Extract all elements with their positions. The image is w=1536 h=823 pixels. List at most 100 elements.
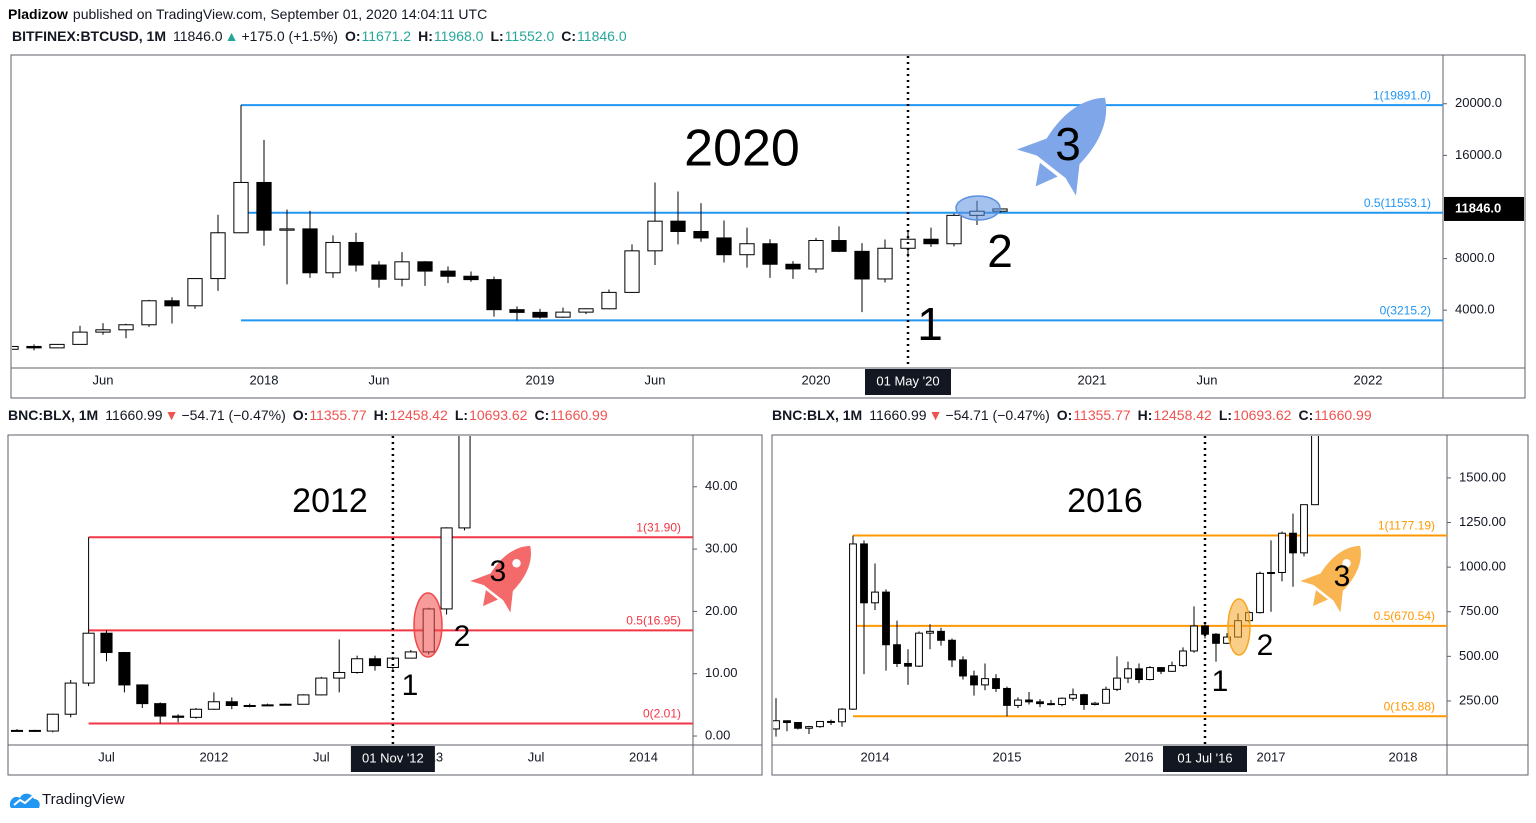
candle-body — [831, 240, 847, 252]
candle-body — [46, 713, 59, 732]
highlight — [413, 592, 443, 658]
rocket-icon — [1300, 545, 1361, 613]
rocket-fin — [502, 586, 514, 613]
candle-body — [981, 678, 989, 686]
candle-body — [315, 677, 328, 696]
crosshair-label-box — [865, 369, 951, 395]
candle-body — [871, 591, 879, 604]
candle-body — [893, 644, 901, 664]
candle-body — [261, 704, 274, 707]
candle-body — [1047, 703, 1055, 706]
ohlc-value: 10693.62 — [469, 407, 528, 423]
y-tick-label: 20000.0 — [1455, 95, 1502, 110]
candle-body — [1025, 699, 1033, 703]
crosshair-label: 01 May '20 — [876, 373, 939, 388]
candle-body — [647, 220, 663, 252]
candle-body — [100, 632, 113, 654]
fib-label: 0.5(11553.1) — [1364, 196, 1431, 210]
candle-body — [794, 722, 802, 729]
candle-body — [1036, 701, 1044, 705]
candle-body — [860, 543, 868, 604]
candle-body — [882, 591, 890, 646]
candle-body — [1311, 436, 1319, 506]
rocket-icon — [1016, 97, 1107, 196]
change-arrow: ▲ — [225, 28, 239, 44]
legend: BNC:BLX, 1M 11660.99 ▼ −54.71 (−0.47%) O:113… — [772, 407, 1372, 423]
ohlc-value: 12458.42 — [389, 407, 448, 423]
candle-body — [1014, 699, 1022, 706]
published: published on TradingView.com, September … — [73, 6, 487, 22]
ohlc-key: L: — [455, 407, 468, 423]
crosshair-label-box — [350, 746, 435, 772]
candle-body — [808, 240, 824, 270]
candle-body — [233, 181, 249, 234]
highlight — [955, 195, 1001, 221]
candle-body — [1069, 694, 1077, 699]
rocket-fin — [1063, 157, 1081, 196]
candle-body — [189, 708, 203, 718]
candles — [12, 105, 1008, 351]
rocket-fin — [1016, 136, 1053, 157]
ohlc-key: H: — [374, 407, 389, 423]
candle-body — [992, 678, 1000, 689]
ohlc-value: 11660.99 — [550, 407, 608, 423]
candle-body — [509, 309, 525, 313]
fib-label: 1(19891.0) — [1373, 88, 1431, 102]
legend: BITFINEX:BTCUSD, 1M 11846.0 ▲ +175.0 (+1.5%… — [12, 28, 627, 44]
candle-body — [1278, 532, 1286, 573]
symbol: BNC:BLX, 1M — [772, 407, 862, 423]
candle-body — [946, 214, 962, 245]
candle-body — [1256, 572, 1264, 614]
rocket-body — [1037, 97, 1107, 178]
highlight — [1227, 598, 1251, 656]
step-number: 2 — [1257, 629, 1274, 662]
candle-body — [532, 311, 548, 318]
x-tick-label: 2018 — [1389, 749, 1418, 764]
rocket-body — [484, 545, 531, 601]
fib-label: 1(31.90) — [636, 520, 681, 534]
candle-body — [1146, 667, 1154, 681]
rocket-window — [512, 559, 521, 568]
candle-body — [923, 238, 939, 245]
x-tick-label: 2020 — [802, 372, 831, 387]
candle-body — [926, 630, 934, 634]
fib-levels: 1(19891.0) 0.5(11553.1) 0(3215.2) — [241, 88, 1443, 322]
candle-body — [136, 684, 149, 705]
fib-label: 0(3215.2) — [1380, 303, 1431, 317]
candle-body — [458, 436, 471, 529]
candle-body — [225, 701, 238, 706]
candle-body — [440, 527, 453, 610]
candle-body — [578, 308, 594, 313]
candle-body — [207, 701, 220, 710]
x-tick-label: 2016 — [1125, 749, 1154, 764]
x-tick-label: 2015 — [993, 749, 1022, 764]
candle-body — [1300, 504, 1308, 554]
candle-body — [297, 694, 310, 705]
candle-body — [26, 345, 42, 349]
change-arrow: ▼ — [929, 407, 943, 423]
candle-body — [877, 247, 893, 280]
y-tick-label: 250.00 — [1459, 692, 1499, 707]
candle-body — [404, 651, 417, 659]
candle-body — [1267, 571, 1275, 574]
ohlc-value: 10693.62 — [1233, 407, 1292, 423]
candle-body — [486, 279, 502, 311]
candle-body — [279, 228, 295, 231]
fib-levels: 1(1177.19) 0.5(670.54) 0(163.88) — [853, 519, 1447, 718]
ohlc-value: 12458.42 — [1153, 407, 1212, 423]
candle-body — [64, 682, 77, 715]
x-tick-label: Jun — [1197, 372, 1218, 387]
y-tick-label: 500.00 — [1459, 648, 1499, 663]
x-tick-label: Jun — [93, 372, 114, 387]
x-tick-label: Jul — [313, 749, 330, 764]
rocket-flame — [1035, 162, 1058, 187]
candle-body — [838, 708, 846, 723]
step-number: 3 — [1055, 118, 1081, 170]
x-tick-label: 2012 — [199, 749, 228, 764]
year-annotation: 2020 — [684, 120, 800, 178]
candle-body — [904, 662, 912, 667]
candle-body — [1212, 633, 1220, 644]
candle-body — [243, 704, 256, 707]
ohlc-key: H: — [1138, 407, 1153, 423]
